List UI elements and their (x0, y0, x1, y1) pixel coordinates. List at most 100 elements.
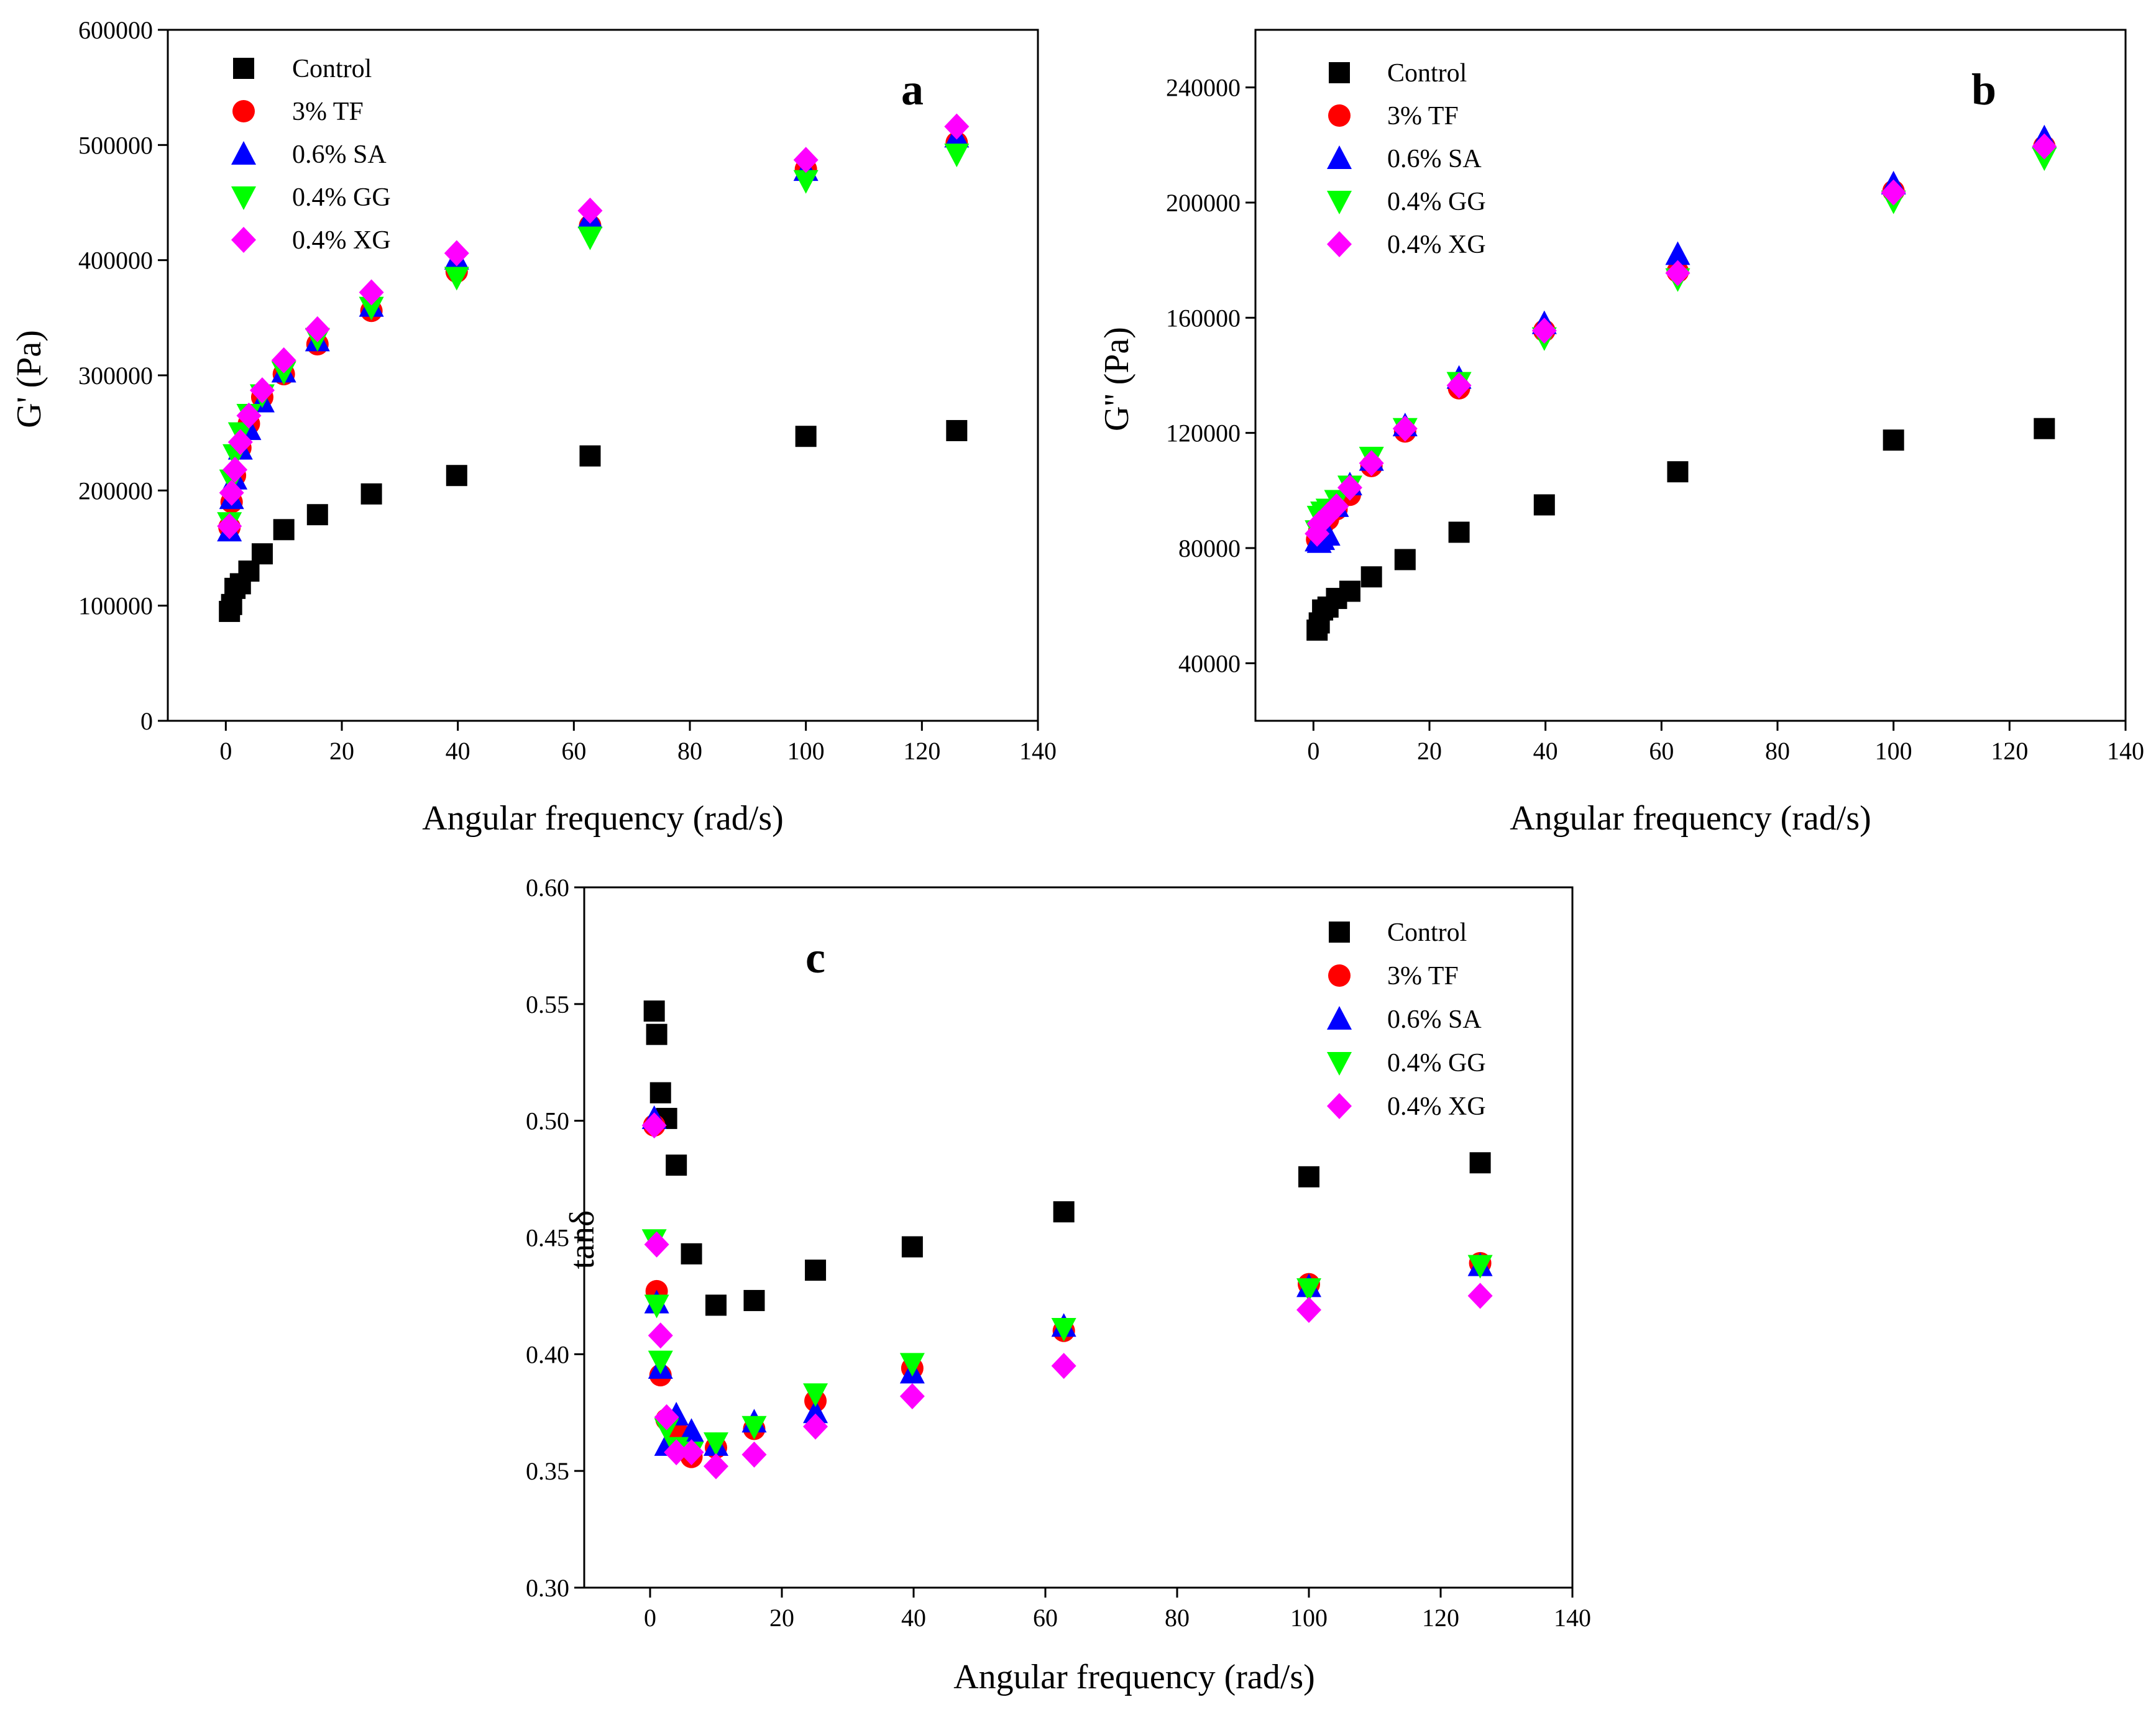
legend-marker (1327, 1052, 1352, 1076)
data-point (741, 1416, 767, 1440)
data-point (236, 402, 262, 429)
data-point (444, 267, 469, 291)
data-point (579, 445, 601, 467)
series-0-4-xg (641, 1112, 1493, 1480)
x-tick-label: 100 (1875, 737, 1912, 765)
legend-marker (231, 186, 256, 210)
x-tick-label: 100 (1290, 1604, 1328, 1632)
data-point (359, 279, 384, 306)
legend: Control 3% TF 0.6% SA 0.4% GG 0.4% XG (1327, 59, 1486, 259)
data-point (743, 1289, 765, 1311)
data-point (1053, 1201, 1075, 1223)
legend-label: 0.6% SA (1387, 1005, 1482, 1034)
data-point (227, 429, 253, 455)
x-tick-label: 80 (1165, 1604, 1190, 1632)
data-point (1665, 241, 1690, 265)
data-point (251, 543, 273, 565)
legend-marker (1327, 145, 1352, 169)
x-axis-label: Angular frequency (rad/s) (953, 1658, 1315, 1696)
y-tick-label: 0.45 (526, 1224, 569, 1252)
data-point (803, 1413, 828, 1440)
y-tick-label: 0.35 (526, 1457, 569, 1485)
data-point (899, 1383, 925, 1409)
y-tick-label: 500000 (78, 131, 153, 159)
x-axis-label: Angular frequency (rad/s) (1510, 799, 1871, 838)
legend-marker (233, 58, 254, 79)
legend-label: Control (1387, 918, 1467, 947)
data-point (644, 1231, 669, 1258)
series-control (219, 419, 968, 622)
x-tick-label: 40 (901, 1604, 926, 1632)
series-0-4-gg (641, 1229, 1493, 1466)
data-point (704, 1453, 728, 1480)
y-tick-label: 0.40 (526, 1340, 569, 1368)
data-point (664, 1439, 689, 1466)
plot-frame (1254, 29, 2127, 722)
data-point (643, 1000, 665, 1022)
data-point (646, 1023, 667, 1045)
x-tick-label: 80 (1765, 737, 1790, 765)
y-axis-label: G' (Pa) (10, 330, 48, 428)
y-tick-label: 0.50 (526, 1107, 569, 1135)
chart-panel-c: 0 20 40 60 80 100 120 140 0.30 0.35 0.40 0.45 0.50 0.… (526, 874, 1591, 1696)
x-tick-label: 20 (769, 1604, 794, 1632)
data-point (1339, 580, 1360, 602)
y-tick-label: 80000 (1178, 534, 1241, 562)
data-point (271, 347, 296, 373)
y-tick-label: 0.55 (526, 990, 569, 1018)
x-tick-label: 140 (1019, 737, 1057, 765)
data-point (2034, 418, 2055, 439)
plot-frame (583, 886, 1574, 1589)
chart-panel-a: 0 20 40 60 80 100 120 140 0 100000 200000 300000 400… (10, 16, 1057, 838)
data-point (444, 240, 469, 267)
data-point (249, 377, 275, 404)
data-point (1665, 260, 1690, 286)
data-point (305, 316, 330, 342)
y-axis-label: tanδ (563, 1210, 602, 1269)
data-point (803, 1383, 828, 1407)
data-point (1448, 521, 1470, 543)
legend-label: 0.4% GG (292, 183, 391, 212)
y-tick-label: 100000 (78, 592, 153, 620)
x-tick-label: 120 (903, 737, 940, 765)
data-point (1392, 415, 1418, 442)
data-point (2032, 133, 2057, 160)
data-point (944, 113, 970, 140)
x-tick-label: 100 (787, 737, 825, 765)
data-point (217, 513, 242, 539)
data-point (306, 504, 328, 526)
y-tick-label: 160000 (1166, 304, 1241, 332)
y-tick-label: 0.30 (526, 1574, 569, 1602)
legend-label: 3% TF (1387, 102, 1459, 130)
legend-label: 0.6% SA (1387, 145, 1482, 173)
y-tick-label: 0 (140, 707, 153, 735)
legend-label: Control (292, 55, 372, 83)
data-point (1051, 1318, 1076, 1342)
data-point (641, 1112, 667, 1139)
x-tick-label: 40 (1533, 737, 1558, 765)
y-tick-label: 40000 (1178, 649, 1241, 677)
data-point (679, 1418, 704, 1442)
data-point (666, 1155, 687, 1176)
x-tick-label: 40 (446, 737, 470, 765)
series-0-6-sa (641, 1105, 1493, 1456)
data-point (360, 483, 382, 505)
y-tick-label: 200000 (1166, 189, 1241, 217)
x-tick-label: 20 (1417, 737, 1442, 765)
data-point (741, 1441, 767, 1468)
panel-letter: a (901, 65, 924, 114)
data-point (1337, 474, 1362, 501)
series-0-4-xg (1305, 133, 2057, 547)
panel-letter: b (1971, 65, 1996, 114)
data-point (577, 226, 603, 250)
data-point (649, 1082, 671, 1104)
data-point (654, 1404, 679, 1430)
y-tick-label: 600000 (78, 16, 153, 44)
data-point (1296, 1296, 1321, 1323)
data-point (944, 144, 970, 168)
data-point (1883, 429, 1904, 451)
series-control (1306, 418, 2055, 641)
x-tick-label: 0 (1307, 737, 1319, 765)
data-point (704, 1432, 728, 1457)
data-point (273, 519, 295, 541)
